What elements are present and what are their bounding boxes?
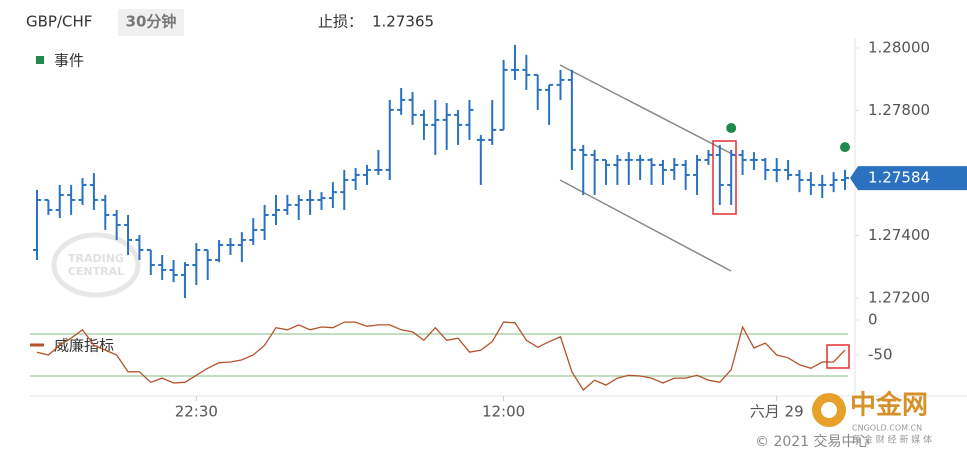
event-marker (840, 142, 850, 153)
logo-domain: CNGOLD.COM.CN (852, 424, 922, 433)
copyright: © 2021 交易中心 (755, 433, 870, 450)
plot: 1.272001.274001.276001.278001.280000-502… (30, 39, 967, 421)
trendline (559, 64, 737, 157)
watermark-ring (51, 232, 141, 298)
logo-slogan: 黄 金 财 经 新 媒 体 (852, 434, 932, 446)
stop-loss-label: 止损： (318, 13, 363, 31)
stop-loss-value: 1.27365 (372, 13, 434, 31)
logo-name: 中金网 (850, 390, 928, 421)
current-price-marker (850, 166, 967, 191)
indicator-line (36, 321, 846, 391)
event-marker (726, 123, 737, 134)
indicator-tick-label: -50 (868, 346, 893, 364)
highlight-box (712, 140, 737, 215)
watermark-text: TRADING (68, 252, 124, 265)
y-tick-label: 1.27400 (868, 226, 930, 244)
indicator-tick-label: 0 (868, 311, 878, 329)
watermark: TRADING CENTRAL (51, 232, 141, 298)
event-legend: 事件 (54, 52, 84, 70)
y-tick-label: 1.28000 (868, 39, 930, 57)
x-tick-label: 六月 29 (750, 403, 804, 421)
trendline (559, 179, 732, 272)
timeframe-button[interactable] (118, 9, 184, 36)
indicator-legend: 威廉指标 (54, 337, 114, 355)
highlight-box (826, 344, 850, 369)
logo-icon (821, 402, 837, 418)
watermark-text: CENTRAL (68, 265, 124, 278)
y-tick-label: 1.27800 (868, 101, 930, 119)
x-tick-label: 12:00 (482, 403, 525, 421)
event-legend-swatch (36, 56, 44, 64)
symbol: GBP/CHF (26, 13, 92, 31)
y-tick-label: 1.27200 (868, 289, 930, 307)
x-tick-label: 22:30 (175, 403, 218, 421)
current-price-label: 1.27584 (868, 169, 930, 187)
timeframe[interactable]: 30分钟 (126, 13, 177, 31)
logo: 中金网 CNGOLD.COM.CN 黄 金 财 经 新 媒 体 (812, 390, 932, 446)
